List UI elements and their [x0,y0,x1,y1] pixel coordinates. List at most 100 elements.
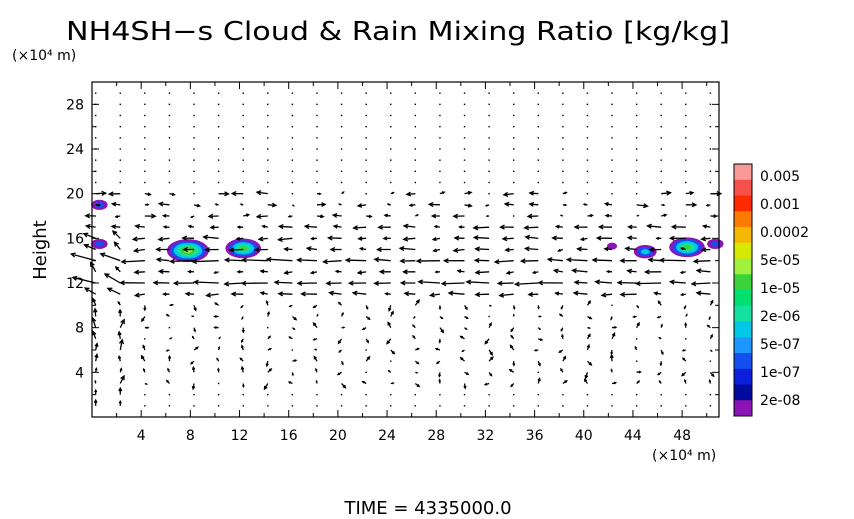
vector-arrow [709,349,713,353]
vector-arrow [559,214,564,217]
vector-arrow [94,388,98,395]
vector-arrow [373,280,391,286]
vector-dot [709,159,712,161]
vector-dot [512,103,515,106]
vector-arrow [560,367,564,373]
vector-arrow [464,315,469,319]
vector-dot [635,159,638,161]
colorbar-swatch [734,305,752,322]
vector-arrow [557,248,564,252]
vector-dot [709,114,712,117]
vector-dot [242,148,244,150]
colorbar: 0.005 0.001 0.0002 5e-05 1e-05 2e-06 5e-07 1e-0… [733,163,809,417]
vector-arrow [658,257,686,263]
vector-arrow [604,213,613,218]
vector-dot [709,92,712,94]
vector-arrow [456,269,465,274]
vector-arrow [484,338,490,345]
vector-dot [660,393,662,396]
vector-arrow [357,236,367,241]
vector-dot [512,92,515,94]
vector-arrow [94,352,99,362]
vector-dot [488,103,490,106]
vector-dot [685,137,687,139]
vector-arrow [165,379,170,384]
vector-arrow [202,234,219,240]
vector-arrow [155,257,170,263]
plot-field [91,199,724,263]
vector-dot [144,393,146,396]
vector-arrow [586,333,591,340]
vector-arrow [431,236,441,242]
vector-arrow [322,259,342,265]
vector-dot [119,114,121,117]
vector-dot [414,181,417,184]
vector-arrow [261,224,268,229]
vector-arrow [287,381,293,385]
vector-arrow [523,246,539,252]
vector-arrow [611,325,618,329]
vector-arrow [291,316,298,321]
vector-arrow [414,298,420,306]
vector-arrow [313,355,318,362]
vector-arrow [705,203,711,207]
vector-dot [685,393,687,396]
vector-arrow [383,213,391,218]
vector-arrow [690,281,711,287]
vector-arrow [488,356,494,362]
vector-arrow [432,248,441,253]
vector-dot [512,159,515,161]
vector-arrow [312,321,318,329]
vector-arrow [587,315,593,320]
vector-dot [611,103,613,106]
vector-arrow [134,223,145,229]
vector-dot [685,215,687,217]
vector-dot [439,181,441,184]
vector-arrow [658,336,662,340]
vector-dot [316,114,318,117]
vector-dot [635,181,638,184]
vector-dot [365,148,367,150]
vector-arrow [240,304,244,309]
vector-dot [242,170,244,173]
vector-dot [660,125,662,128]
vector-arrow [586,299,591,306]
vector-arrow [562,380,568,385]
vector-arrow [647,257,662,263]
cloud-contour [710,241,720,247]
vector-dot [267,326,269,329]
vector-arrow [182,246,195,253]
vector-arrow [328,290,342,296]
vector-arrow [118,338,125,351]
vector-dot [390,103,392,106]
y-axis: 4 8 12 16 20 24 28 [66,97,719,396]
vector-arrow [610,316,613,321]
vector-dot [439,393,441,396]
vector-arrow [695,268,711,274]
vector-arrow [546,257,563,263]
vector-arrow [537,305,540,310]
vector-arrow [655,236,662,240]
vector-dot [685,405,687,407]
vector-arrow [152,280,170,286]
vector-arrow [646,223,662,229]
vector-arrow [341,383,347,389]
vector-arrow [661,203,666,207]
vector-dot [635,114,638,117]
vector-dot [611,159,613,161]
vector-dot [439,137,441,139]
vector-arrow [452,213,465,219]
colorbar-label: 5e-07 [760,337,800,353]
vector-dot [340,405,343,407]
vector-dot [365,393,367,396]
colorbar-swatch [734,400,752,417]
vector-dot [586,170,589,173]
vector-arrow [668,279,686,285]
vector-dot [119,181,121,184]
vector-arrow [458,225,465,229]
vector-arrow [325,280,342,286]
vector-arrow [259,291,268,296]
vector-dot [340,92,343,94]
vector-dot [217,92,220,94]
